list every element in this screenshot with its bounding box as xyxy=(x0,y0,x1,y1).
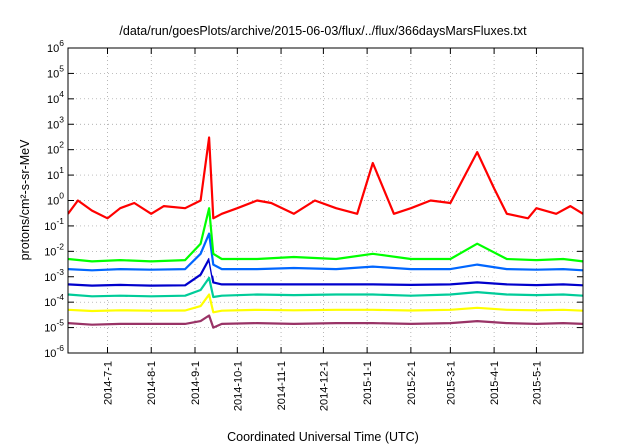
y-axis-title: protons/cm²-s-sr-MeV xyxy=(18,139,32,261)
series-line-6 xyxy=(68,232,583,272)
x-tick-label: 2015-4-1 xyxy=(489,361,501,405)
y-tick-label: 10-3 xyxy=(44,267,64,284)
y-tick-label: 104 xyxy=(47,89,64,106)
y-tick-label: 105 xyxy=(47,63,64,80)
series-line-3 xyxy=(68,276,583,299)
series-line-4 xyxy=(68,257,583,287)
x-tick-label: 2014-7-1 xyxy=(103,361,115,405)
x-axis-title: Coordinated Universal Time (UTC) xyxy=(227,430,419,444)
series-line-8 xyxy=(68,136,583,220)
y-tick-label: 106 xyxy=(47,38,64,55)
chart-title: /data/run/goesPlots/archive/2015-06-03/f… xyxy=(119,24,527,38)
x-tick-label: 2015-5-1 xyxy=(531,361,543,405)
series-line-1 xyxy=(68,314,583,329)
series-line-5 xyxy=(68,250,583,279)
series-line-2 xyxy=(68,293,583,314)
x-tick-label: 2015-3-1 xyxy=(445,361,457,405)
x-tick-label: 2014-10-1 xyxy=(232,361,244,411)
y-tick-label: 103 xyxy=(47,114,64,131)
y-tick-label: 10-2 xyxy=(44,241,64,258)
y-tick-label: 101 xyxy=(47,165,64,182)
y-tick-label: 10-5 xyxy=(44,318,64,335)
y-tick-label: 100 xyxy=(47,191,64,208)
x-tick-label: 2014-8-1 xyxy=(146,361,158,405)
x-tick-label: 2014-11-1 xyxy=(276,361,288,410)
y-tick-label: 10-6 xyxy=(44,343,64,360)
y-tick-label: 10-1 xyxy=(44,216,64,233)
x-tick-label: 2015-2-1 xyxy=(406,361,418,405)
x-tick-label: 2015-1-1 xyxy=(362,361,374,405)
plot-frame xyxy=(67,47,584,354)
x-tick-label: 2014-9-1 xyxy=(190,361,202,405)
y-tick-label: 10-4 xyxy=(44,292,64,309)
series-line-7 xyxy=(68,207,583,263)
x-tick-label: 2014-12-1 xyxy=(318,361,330,411)
plot-area: 10-6 10-5 10-4 10-3 10-2 10-1 100 101 102 103 104 1… xyxy=(44,38,584,411)
y-tick-label: 102 xyxy=(47,140,64,157)
